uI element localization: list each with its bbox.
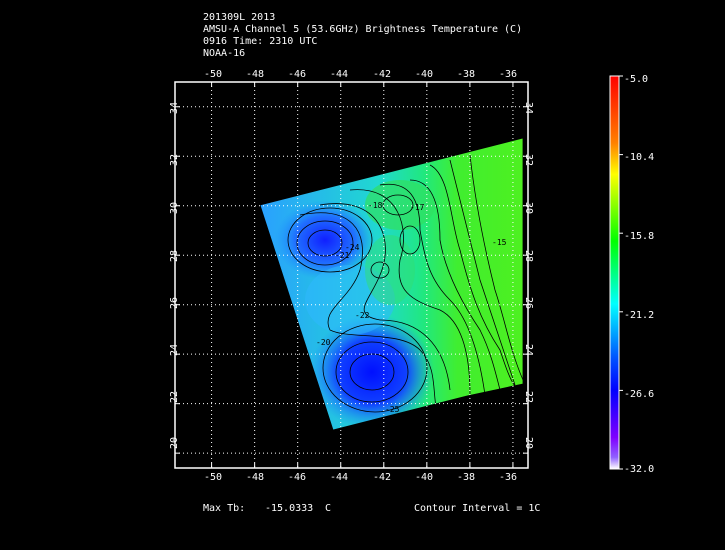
max-tb-label: Max Tb:: [203, 503, 246, 514]
lon-tick-bottom-label: -38: [457, 472, 475, 483]
lat-tick-left-label: 26: [169, 297, 180, 309]
lon-tick-top-label: -36: [499, 69, 517, 80]
lat-tick-right-label: 26: [523, 297, 534, 309]
colorbar-label: -32.0: [624, 464, 654, 475]
swath-image: [259, 137, 524, 431]
lat-tick-left-label: 34: [169, 102, 180, 114]
lat-lon-grid: [175, 82, 528, 468]
header-line-2: AMSU-A Channel 5 (53.6GHz) Brightness Te…: [203, 24, 523, 35]
contour-label: -20: [316, 338, 331, 347]
lon-tick-bottom-label: -48: [246, 472, 264, 483]
contour-label: -21: [335, 251, 350, 260]
lat-tick-left-label: 32: [169, 154, 180, 166]
lon-tick-top-label: -44: [330, 69, 348, 80]
lat-tick-left-label: 22: [169, 391, 180, 403]
contour-label: -25: [385, 405, 400, 414]
colorbar-label: -15.8: [624, 231, 654, 242]
map-frame: [174, 81, 529, 469]
lat-tick-right-label: 30: [523, 202, 534, 214]
lon-tick-top-label: -40: [415, 69, 433, 80]
lat-tick-left-label: 20: [169, 437, 180, 449]
header-line-3: 0916 Time: 2310 UTC: [203, 36, 318, 47]
lon-tick-bottom-label: -40: [415, 472, 433, 483]
contour-label: -24: [345, 243, 360, 252]
contour-label: -17: [410, 203, 425, 212]
colorbar-label: -21.2: [624, 310, 654, 321]
contour-labels: -21 -24 -22 -20 -17 -15 -25 -18: [316, 201, 507, 414]
header-line-4: NOAA-16: [203, 48, 246, 59]
lon-tick-top-label: -50: [204, 69, 222, 80]
lat-tick-right-label: 28: [523, 250, 534, 262]
lon-tick-top-label: -42: [373, 69, 391, 80]
max-tb-value: -15.0333: [265, 503, 314, 514]
lon-tick-bottom-label: -42: [373, 472, 391, 483]
colorbar: -5.0 -10.4 -15.8 -21.2 -26.6 -32.0: [609, 74, 654, 475]
lat-tick-right-label: 34: [523, 102, 534, 114]
max-tb-unit: C: [325, 503, 332, 514]
contour-label: -22: [355, 311, 370, 320]
lon-tick-top-label: -38: [457, 69, 475, 80]
lat-tick-left-label: 30: [169, 202, 180, 214]
contour-lines: [287, 154, 523, 421]
colorbar-label: -10.4: [624, 152, 654, 163]
axis-ticks: [175, 82, 528, 468]
lon-tick-top-label: -48: [246, 69, 264, 80]
header-line-1: 201309L 2013: [203, 12, 276, 23]
lat-tick-left-label: 28: [169, 250, 180, 262]
lon-tick-bottom-label: -46: [288, 472, 306, 483]
lat-tick-right-label: 24: [523, 344, 534, 356]
lat-tick-right-label: 20: [523, 437, 534, 449]
colorbar-label: -26.6: [624, 389, 654, 400]
contour-label: -15: [492, 238, 507, 247]
contour-interval: Contour Interval = 1C: [414, 503, 541, 514]
lon-tick-bottom-label: -36: [499, 472, 517, 483]
lat-tick-right-label: 22: [523, 391, 534, 403]
lon-tick-bottom-label: -50: [204, 472, 222, 483]
lon-tick-top-label: -46: [288, 69, 306, 80]
contour-label: -18: [368, 201, 383, 210]
lon-tick-bottom-label: -44: [330, 472, 348, 483]
lat-tick-left-label: 24: [169, 344, 180, 356]
lat-tick-right-label: 32: [523, 154, 534, 166]
colorbar-label: -5.0: [624, 74, 648, 85]
